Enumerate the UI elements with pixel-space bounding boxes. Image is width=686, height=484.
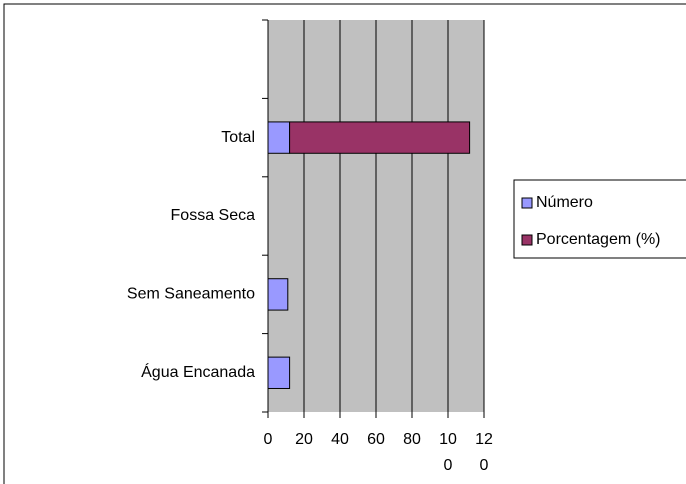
bar xyxy=(267,121,291,154)
x-tick-label: 20 xyxy=(295,431,313,448)
bar xyxy=(267,356,291,389)
legend-label: Número xyxy=(536,194,593,211)
y-tick-label: Água Encanada xyxy=(141,362,255,381)
bar xyxy=(289,121,471,154)
x-tick-label: 80 xyxy=(403,431,421,448)
x-tick-label: 0 xyxy=(264,431,273,448)
legend-swatch xyxy=(521,234,533,246)
x-tick-label: 60 xyxy=(367,431,385,448)
y-tick-label: Fossa Seca xyxy=(171,207,256,224)
x-tick-label: 10 0 xyxy=(439,431,457,474)
legend-box xyxy=(513,179,686,259)
x-tick-label: 12 0 xyxy=(475,431,493,474)
bar xyxy=(267,278,289,311)
legend-label: Porcentagem (%) xyxy=(536,231,661,248)
x-tick-label-part: 10 xyxy=(439,431,457,448)
x-tick-label: 40 xyxy=(331,431,349,448)
legend-swatch xyxy=(521,197,533,209)
x-tick-label-part: 12 xyxy=(475,431,493,448)
y-tick-label: Total xyxy=(221,129,255,146)
x-tick-label-part: 0 xyxy=(480,457,489,474)
y-tick-label: Sem Saneamento xyxy=(127,286,255,303)
x-tick-label-part: 0 xyxy=(444,457,453,474)
